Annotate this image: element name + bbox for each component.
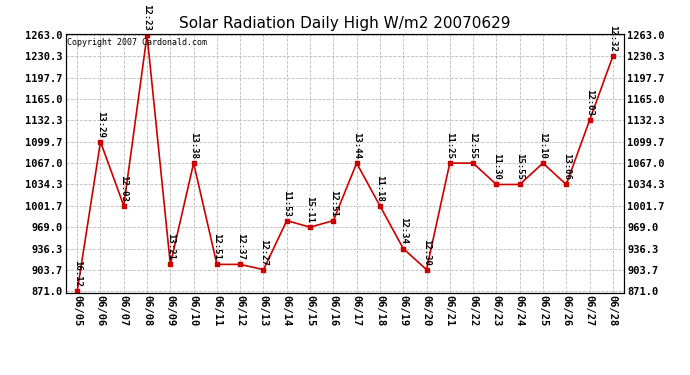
Text: 16:12: 16:12: [72, 260, 81, 287]
Text: 13:06: 13:06: [562, 153, 571, 180]
Text: 15:11: 15:11: [306, 196, 315, 223]
Text: 12:30: 12:30: [422, 238, 431, 266]
Point: [141, 32, 152, 38]
Point: [468, 160, 479, 166]
Text: 11:25: 11:25: [445, 132, 454, 159]
Text: 12:51: 12:51: [329, 190, 338, 216]
Point: [375, 203, 386, 209]
Point: [235, 261, 246, 267]
Point: [282, 217, 293, 223]
Text: 12:34: 12:34: [399, 217, 408, 244]
Text: 12:03: 12:03: [585, 89, 594, 116]
Text: 13:21: 13:21: [166, 233, 175, 260]
Point: [188, 160, 199, 166]
Point: [561, 182, 572, 188]
Point: [584, 117, 595, 123]
Text: 11:30: 11:30: [492, 153, 501, 180]
Point: [351, 160, 362, 166]
Title: Solar Radiation Daily High W/m2 20070629: Solar Radiation Daily High W/m2 20070629: [179, 16, 511, 31]
Text: 12:23: 12:23: [143, 4, 152, 31]
Text: 11:53: 11:53: [282, 190, 291, 216]
Text: 13:38: 13:38: [189, 132, 198, 159]
Point: [72, 288, 83, 294]
Point: [304, 224, 315, 230]
Text: 12:10: 12:10: [538, 132, 547, 159]
Point: [258, 267, 269, 273]
Text: 12:03: 12:03: [119, 175, 128, 202]
Point: [397, 246, 408, 252]
Point: [491, 182, 502, 188]
Point: [118, 203, 129, 209]
Text: 12:51: 12:51: [213, 233, 221, 260]
Text: 12:55: 12:55: [469, 132, 477, 159]
Text: 13:44: 13:44: [352, 132, 361, 159]
Point: [211, 261, 222, 267]
Text: 12:32: 12:32: [609, 26, 618, 52]
Point: [538, 160, 549, 166]
Point: [444, 160, 455, 166]
Point: [514, 182, 525, 188]
Point: [421, 267, 432, 273]
Point: [607, 53, 618, 59]
Text: 11:18: 11:18: [375, 175, 384, 202]
Point: [165, 261, 176, 267]
Text: 15:55: 15:55: [515, 153, 524, 180]
Text: 12:27: 12:27: [259, 238, 268, 266]
Point: [328, 217, 339, 223]
Text: 12:37: 12:37: [236, 233, 245, 260]
Text: Copyright 2007 Cardonald.com: Copyright 2007 Cardonald.com: [67, 38, 207, 46]
Text: 13:29: 13:29: [96, 111, 105, 138]
Point: [95, 139, 106, 145]
